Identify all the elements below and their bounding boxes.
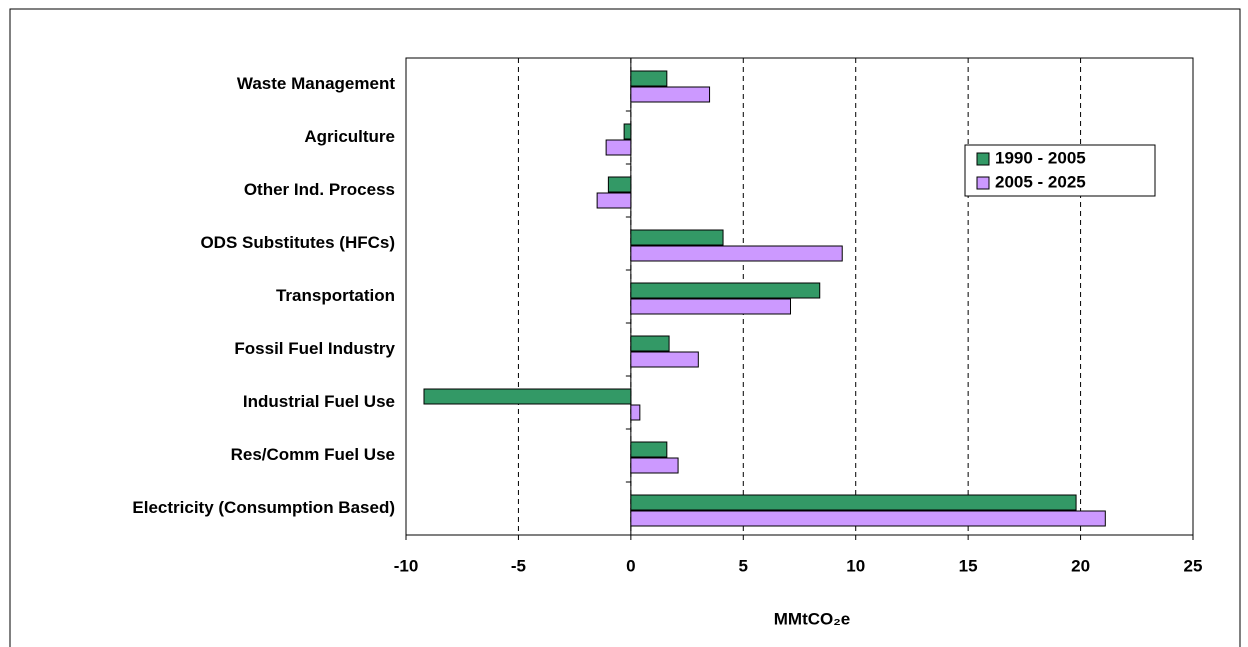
x-tick-label: -5 (511, 556, 526, 575)
bar (630, 404, 641, 421)
bar (630, 245, 843, 262)
y-tick-label: Other Ind. Process (244, 180, 395, 199)
x-tick-label: 15 (959, 556, 978, 575)
x-tick-label: -10 (394, 556, 419, 575)
legend-label: 2005 - 2025 (995, 172, 1086, 191)
bar (623, 123, 632, 140)
y-tick-label: Transportation (276, 286, 395, 305)
bar (605, 139, 632, 156)
bar (630, 86, 711, 103)
bar (630, 457, 679, 474)
y-tick-label: Waste Management (237, 74, 395, 93)
y-tick-label: ODS Substitutes (HFCs) (200, 233, 395, 252)
bar (596, 192, 632, 209)
bar (630, 229, 724, 246)
y-tick-label: Fossil Fuel Industry (234, 339, 395, 358)
frame (9, 8, 1241, 647)
bar (630, 298, 792, 315)
legend-box (964, 144, 1156, 197)
bar (630, 510, 1106, 527)
x-tick-label: 10 (846, 556, 865, 575)
bar (630, 335, 670, 352)
legend-label: 1990 - 2005 (995, 148, 1086, 167)
bar (423, 388, 632, 405)
y-tick-label: Electricity (Consumption Based) (132, 498, 395, 517)
bar (607, 176, 632, 193)
legend-swatch (976, 176, 990, 190)
x-tick-label: 25 (1184, 556, 1203, 575)
bar (630, 282, 821, 299)
x-tick-label: 20 (1071, 556, 1090, 575)
x-tick-label: 5 (739, 556, 748, 575)
plot-border (405, 57, 1194, 536)
legend-swatch (976, 152, 990, 166)
x-axis-label: MMtCO₂e (774, 609, 851, 628)
x-tick-label: 0 (626, 556, 635, 575)
bar (630, 494, 1077, 511)
y-tick-label: Agriculture (304, 127, 395, 146)
y-tick-label: Res/Comm Fuel Use (231, 445, 395, 464)
bar (630, 441, 668, 458)
y-tick-label: Industrial Fuel Use (243, 392, 395, 411)
bar (630, 351, 699, 368)
bar (630, 70, 668, 87)
